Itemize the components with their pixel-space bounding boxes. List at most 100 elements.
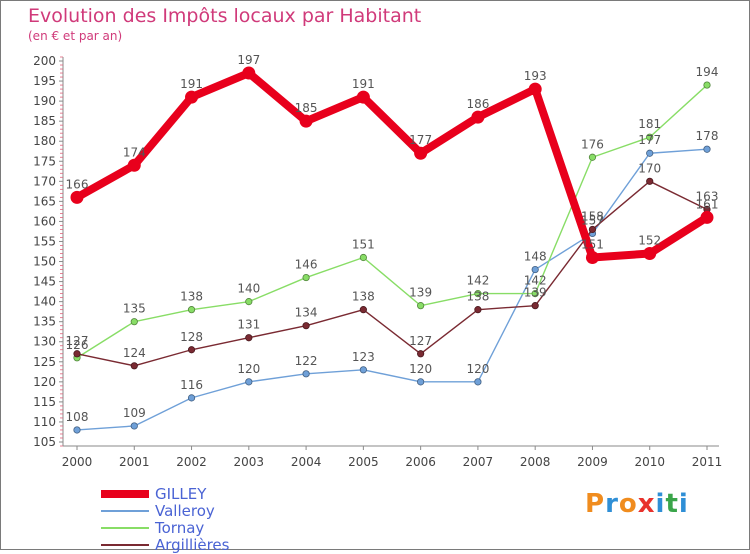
- y-tick-label: 180: [33, 134, 56, 148]
- data-point: [356, 90, 370, 104]
- y-tick-label: 110: [33, 415, 56, 429]
- series-line: [76, 84, 708, 359]
- x-tick-label: 2004: [291, 455, 322, 469]
- data-point: [643, 247, 657, 261]
- data-label: 176: [581, 137, 604, 151]
- data-label: 122: [295, 354, 318, 368]
- legend-item: GILLEY: [101, 485, 229, 502]
- data-label: 139: [524, 286, 547, 300]
- data-point: [474, 290, 482, 298]
- data-label: 174: [123, 145, 146, 159]
- data-point: [245, 298, 253, 306]
- series-line: [76, 148, 708, 431]
- data-point: [359, 253, 367, 262]
- data-label: 158: [581, 209, 604, 223]
- data-label: 152: [638, 234, 661, 248]
- data-label: 123: [352, 350, 375, 364]
- data-point: [130, 362, 138, 370]
- y-tick-label: 160: [33, 214, 56, 228]
- y-tick-label: 195: [33, 74, 56, 88]
- data-point: [299, 114, 313, 128]
- data-point: [185, 90, 199, 104]
- legend-swatch: [101, 543, 149, 546]
- data-label: 135: [123, 302, 146, 316]
- data-label: 120: [237, 362, 260, 376]
- y-tick-label: 115: [33, 395, 56, 409]
- data-point: [703, 145, 711, 153]
- x-tick-label: 2011: [692, 455, 723, 469]
- data-point: [130, 422, 138, 430]
- y-tick-label: 155: [33, 234, 56, 248]
- data-label: 134: [295, 306, 318, 320]
- data-label: 109: [123, 406, 146, 420]
- x-tick-label: 2001: [119, 455, 150, 469]
- data-label: 142: [524, 274, 547, 288]
- data-label: 138: [466, 290, 489, 304]
- y-tick-label: 175: [33, 154, 56, 168]
- data-point: [302, 370, 310, 378]
- chart-title: Evolution des Impôts locaux par Habitant: [28, 5, 422, 27]
- legend-swatch: [101, 509, 149, 512]
- data-point: [187, 346, 196, 354]
- legend-swatch: [101, 489, 149, 498]
- data-point: [359, 306, 367, 314]
- data-point: [417, 302, 425, 310]
- data-label: 138: [352, 290, 375, 304]
- data-point: [127, 158, 141, 172]
- series-argillières: [73, 177, 711, 370]
- y-tick-label: 150: [33, 255, 56, 269]
- data-point: [703, 81, 711, 89]
- data-point: [245, 334, 253, 342]
- data-label: 170: [638, 161, 661, 175]
- data-label: 181: [638, 117, 661, 131]
- data-point: [130, 318, 138, 326]
- data-label: 151: [352, 238, 375, 252]
- x-tick-label: 2002: [176, 455, 207, 469]
- data-label: 108: [66, 410, 89, 424]
- y-tick-label: 125: [33, 355, 56, 369]
- data-point: [417, 350, 425, 358]
- data-point: [417, 378, 425, 386]
- data-point: [646, 177, 654, 185]
- data-point: [646, 149, 654, 157]
- x-tick-label: 2007: [463, 455, 494, 469]
- data-label: 139: [409, 286, 432, 300]
- axes: 105 110 115 120 125 130 135 140 145 150 155 160 165 1…: [33, 54, 722, 469]
- logo-letter: i: [678, 489, 689, 519]
- data-point: [414, 146, 428, 160]
- y-tick-label: 130: [33, 335, 56, 349]
- data-label: 157: [581, 213, 604, 227]
- logo-letter: x: [637, 489, 656, 519]
- logo-letter: o: [618, 489, 638, 519]
- data-point: [242, 66, 256, 80]
- data-label: 163: [696, 189, 719, 203]
- data-label: 186: [466, 97, 489, 111]
- y-tick-label: 165: [33, 194, 56, 208]
- data-label: 191: [180, 77, 203, 91]
- data-label: 128: [180, 330, 203, 344]
- series-gilley: [70, 66, 714, 265]
- series-line: [75, 69, 710, 262]
- logo-letter: t: [665, 489, 679, 519]
- chart-subtitle: (en € et par an): [28, 29, 123, 43]
- legend-swatch: [101, 526, 149, 529]
- legend-item: Valleroy: [101, 502, 229, 519]
- series-line: [76, 180, 708, 367]
- data-label: 124: [123, 346, 146, 360]
- data-point: [588, 225, 597, 234]
- data-label: 166: [66, 177, 89, 191]
- y-tick-label: 105: [33, 435, 56, 449]
- data-point: [531, 265, 539, 274]
- data-point: [531, 302, 539, 310]
- data-point: [73, 426, 81, 434]
- data-label: 197: [237, 53, 260, 67]
- logo-letter: r: [605, 489, 619, 519]
- legend-label: GILLEY: [155, 484, 207, 503]
- x-tick-label: 2003: [234, 455, 265, 469]
- y-tick-label: 170: [33, 174, 56, 188]
- logo-letter: P: [585, 489, 606, 519]
- legend-item: Argillières: [101, 536, 229, 553]
